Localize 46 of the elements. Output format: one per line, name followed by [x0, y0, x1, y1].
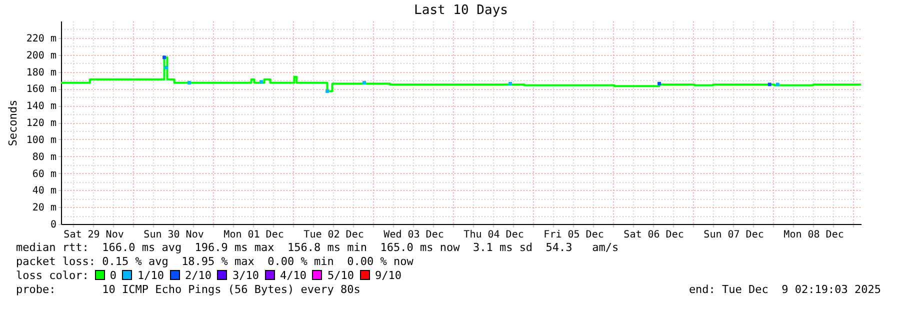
y-tick-label: 100 m [26, 134, 56, 146]
x-tick-label: Sun 30 Nov [144, 230, 204, 240]
text: packet loss: 0.15 % avg 18.95 % max 0.00 % min 0.00 % now [16, 255, 414, 269]
legend-label: 3/10 [232, 269, 259, 282]
y-tick-label: 40 m [32, 186, 56, 197]
x-tick-label: Fri 05 Dec [544, 230, 604, 240]
text: median rtt: 166.0 ms avg 196.9 ms max 156.8 ms min 165.0 ms now 3.1 ms sd 54.3 am/s [16, 241, 620, 255]
x-tick-label: Sat 06 Dec [624, 230, 684, 240]
y-axis-title: Seconds [6, 100, 20, 146]
legend-label: 1/10 [137, 269, 164, 282]
point [164, 66, 168, 70]
x-tick-label: Thu 04 Dec [464, 230, 524, 240]
point [260, 80, 264, 84]
y-tick-label: 20 m [32, 202, 56, 214]
point [768, 82, 772, 86]
point [188, 81, 192, 84]
x-tick-label: Tue 02 Dec [304, 230, 364, 240]
point [658, 82, 662, 86]
point [326, 89, 330, 93]
x-tick-label: Wed 03 Dec [384, 230, 444, 240]
legend-label: 9/10 [374, 269, 402, 282]
y-tick-label: 120 m [26, 118, 56, 129]
x-tick-label: Mon 01 Dec [224, 230, 284, 240]
text: end: Tue Dec 9 02:19:03 2025 [688, 283, 881, 297]
y-tick-label: 140 m [26, 101, 56, 112]
point [362, 81, 366, 84]
legend-label: 4/10 [280, 269, 306, 282]
legend-label: 0 [110, 269, 116, 282]
legend-title: loss color: [16, 269, 89, 282]
point [508, 82, 512, 86]
y-tick-label: 160 m [26, 84, 56, 96]
y-tick-label: 220 m [26, 33, 56, 44]
y-tick-label: 60 m [32, 168, 56, 180]
point [162, 56, 166, 60]
y-tick-label: 80 m [32, 152, 56, 163]
text: probe: 10 ICMP Echo Pings (56 Bytes) every 80s [16, 283, 360, 297]
point [776, 82, 780, 86]
x-tick-label: Sun 07 Dec [704, 230, 764, 240]
x-tick-label: Mon 08 Dec [784, 230, 844, 240]
chart-title: Last 10 Days [414, 3, 508, 18]
legend-label: 5/10 [327, 269, 354, 282]
y-tick-label: 200 m [26, 50, 56, 62]
y-tick-label: 0 [50, 220, 56, 230]
y-tick-label: 180 m [26, 67, 56, 78]
x-tick-label: Sat 29 Nov [64, 230, 124, 240]
legend-label: 2/10 [184, 269, 212, 282]
